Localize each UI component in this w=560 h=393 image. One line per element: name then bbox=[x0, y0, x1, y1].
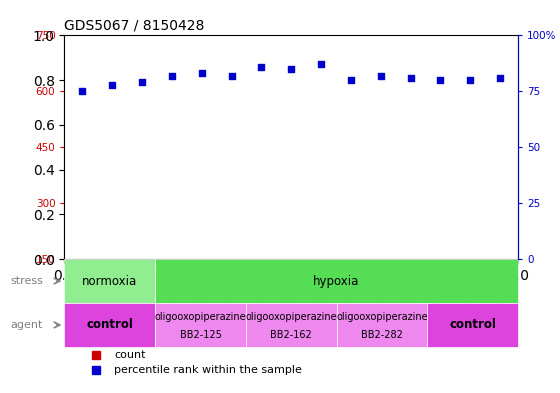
Bar bbox=[462, 149, 478, 259]
Point bbox=[197, 70, 206, 77]
Point bbox=[257, 64, 266, 70]
Text: normoxia: normoxia bbox=[82, 275, 137, 288]
Point bbox=[376, 72, 385, 79]
Bar bbox=[193, 155, 210, 259]
Text: percentile rank within the sample: percentile rank within the sample bbox=[114, 365, 302, 375]
Point bbox=[347, 77, 356, 83]
Text: BB2-282: BB2-282 bbox=[361, 330, 403, 340]
Point bbox=[78, 88, 87, 94]
Point bbox=[436, 77, 445, 83]
Bar bbox=[403, 147, 419, 259]
Bar bbox=[64, 303, 155, 347]
Bar bbox=[343, 132, 359, 259]
Bar bbox=[253, 166, 269, 259]
Text: control: control bbox=[449, 318, 496, 331]
Text: oligooxopiperazine: oligooxopiperazine bbox=[245, 312, 337, 322]
Point bbox=[496, 75, 505, 81]
Text: oligooxopiperazine: oligooxopiperazine bbox=[155, 312, 246, 322]
Text: control: control bbox=[86, 318, 133, 331]
Text: GDS5067 / 8150428: GDS5067 / 8150428 bbox=[64, 19, 205, 33]
Bar bbox=[432, 155, 449, 259]
Bar bbox=[372, 149, 389, 259]
Text: count: count bbox=[114, 351, 146, 360]
Point bbox=[406, 75, 415, 81]
Bar bbox=[74, 218, 91, 259]
Text: BB2-125: BB2-125 bbox=[180, 330, 221, 340]
Bar bbox=[164, 201, 180, 259]
Text: hypoxia: hypoxia bbox=[314, 275, 360, 288]
Bar bbox=[283, 86, 300, 259]
Bar bbox=[492, 151, 508, 259]
Point bbox=[287, 66, 296, 72]
Point bbox=[227, 72, 236, 79]
Text: BB2-162: BB2-162 bbox=[270, 330, 312, 340]
Point bbox=[167, 72, 176, 79]
Bar bbox=[427, 303, 518, 347]
Bar bbox=[155, 259, 518, 303]
Bar bbox=[64, 259, 155, 303]
Text: oligooxopiperazine: oligooxopiperazine bbox=[336, 312, 428, 322]
Text: agent: agent bbox=[11, 320, 43, 330]
Bar bbox=[134, 199, 150, 259]
Point bbox=[108, 81, 116, 88]
Bar bbox=[313, 143, 329, 259]
Point bbox=[138, 79, 147, 86]
Point bbox=[466, 77, 475, 83]
Bar bbox=[246, 303, 337, 347]
Text: stress: stress bbox=[10, 276, 43, 286]
Bar bbox=[223, 156, 240, 259]
Bar bbox=[337, 303, 427, 347]
Point bbox=[316, 61, 325, 68]
Bar bbox=[155, 303, 246, 347]
